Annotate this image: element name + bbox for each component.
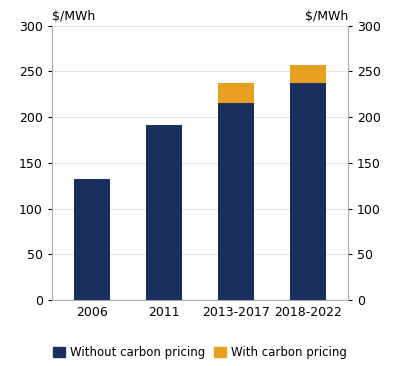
Text: $/MWh: $/MWh [305,10,348,23]
Text: $/MWh: $/MWh [52,10,95,23]
Bar [290,65,326,83]
Bar [218,83,254,103]
Bar [218,103,254,300]
Bar [290,83,326,300]
Bar [74,179,110,300]
Legend: Without carbon pricing, With carbon pricing: Without carbon pricing, With carbon pric… [48,342,352,364]
Bar [146,125,182,300]
